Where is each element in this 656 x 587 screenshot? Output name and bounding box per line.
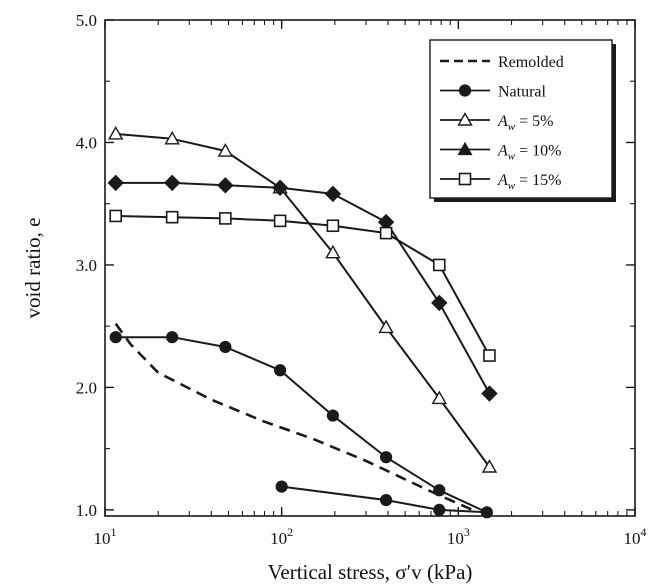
- series-aw-15: [109, 209, 496, 362]
- aw-15-point: [432, 258, 446, 272]
- y-tick-label: 1.0: [76, 501, 97, 520]
- aw-10-point: [324, 185, 342, 203]
- aw-15-point: [326, 219, 340, 233]
- natural-line: [115, 336, 488, 514]
- aw-15-point: [273, 214, 287, 228]
- natural-point: [275, 480, 288, 493]
- series-remolded: [114, 322, 473, 512]
- aw-15-point: [165, 210, 179, 224]
- natural-point: [433, 484, 446, 497]
- natural-point: [433, 503, 446, 516]
- y-tick-label: 2.0: [76, 378, 97, 397]
- natural-point: [480, 506, 493, 519]
- natural-point: [379, 451, 393, 464]
- natural-point: [379, 493, 393, 507]
- aw-15-line: [115, 215, 491, 357]
- legend-item-aw15: Aw = 15%: [440, 172, 561, 192]
- x-tick-label: 102: [270, 525, 293, 548]
- series-natural: [109, 331, 493, 519]
- x-tick-label: 104: [624, 525, 647, 548]
- aw-15-point: [109, 209, 123, 223]
- plot-frame: [104, 19, 636, 517]
- aw-5-point: [325, 244, 341, 259]
- aw-10-point: [163, 174, 181, 192]
- legend-item-aw10: Aw = 10%: [440, 141, 561, 163]
- aw-15-point: [219, 212, 232, 225]
- aw-5-point: [217, 143, 234, 157]
- natural-point: [219, 340, 232, 354]
- aw-15-point: [483, 349, 496, 362]
- natural-point: [274, 364, 287, 377]
- natural-point: [109, 331, 122, 344]
- legend-label: Aw = 5%: [497, 113, 553, 133]
- x-tick-label: 103: [447, 525, 470, 548]
- x-tick-label: 101: [94, 525, 117, 548]
- legend-item-remolded: Remolded: [440, 54, 564, 71]
- legend-label: Aw = 15%: [497, 172, 561, 192]
- axis-titles: Vertical stress, σ′v (kPa) void ratio, e: [21, 218, 472, 584]
- legend-marker: [457, 141, 473, 156]
- aw-10-point: [431, 294, 448, 312]
- natural-point: [166, 331, 179, 344]
- series-aw-10: [107, 174, 498, 402]
- aw-5-line: [115, 132, 491, 468]
- series-layer: [107, 125, 498, 519]
- tick-labels: 101 102 103 104 1.0 2.0 3.0 4.0 5.0: [76, 11, 647, 548]
- legend-marker: [457, 112, 473, 126]
- remolded-line: [114, 322, 473, 512]
- legend: Remolded Natural Aw = 5% Aw = 10% Aw = 15%: [429, 39, 616, 202]
- aw-5-point: [108, 125, 124, 140]
- x-axis-title: Vertical stress, σ′v (kPa): [268, 560, 473, 584]
- aw-10-line: [115, 181, 491, 394]
- legend-box: [429, 39, 613, 199]
- legend-marker: [458, 172, 472, 186]
- aw-10-point: [271, 179, 289, 196]
- y-tick-label: 4.0: [76, 133, 97, 152]
- legend-marker: [458, 84, 472, 97]
- aw-5-point: [481, 459, 498, 473]
- aw-5-point: [431, 390, 447, 405]
- natural-point: [326, 409, 340, 422]
- legend-label: Natural: [498, 84, 547, 101]
- legend-label: Aw = 10%: [497, 143, 561, 163]
- aw-10-point: [481, 385, 498, 402]
- aw-5-point: [164, 130, 180, 145]
- legend-label: Remolded: [498, 54, 564, 71]
- y-axis-title: void ratio, e: [21, 218, 45, 319]
- y-tick-label: 5.0: [76, 11, 97, 30]
- aw-10-point: [107, 174, 124, 192]
- plot-area-border: [104, 19, 636, 517]
- legend-item-aw5: Aw = 5%: [440, 112, 553, 133]
- aw-10-point: [217, 177, 234, 194]
- legend-item-natural: Natural: [440, 84, 547, 101]
- aw-15-point: [379, 226, 393, 240]
- y-tick-label: 3.0: [76, 256, 97, 275]
- aw-5-point: [378, 319, 394, 334]
